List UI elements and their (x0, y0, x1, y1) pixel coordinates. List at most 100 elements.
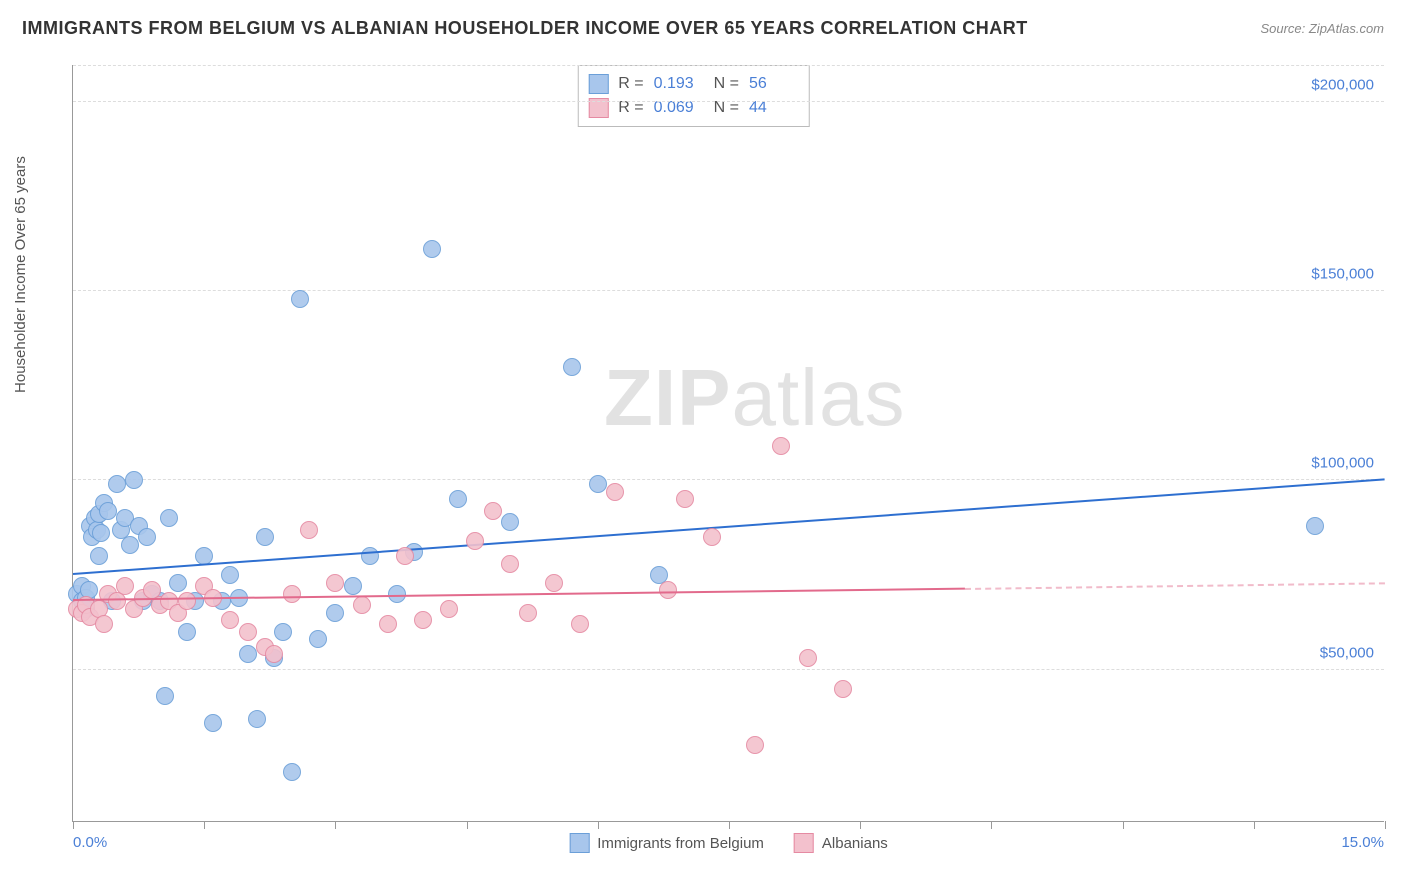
stat-r-label: R = (618, 75, 643, 93)
series-swatch (588, 74, 608, 94)
series-swatch (794, 833, 814, 853)
data-point (501, 513, 519, 531)
data-point (589, 475, 607, 493)
data-point (138, 528, 156, 546)
legend-label: Immigrants from Belgium (597, 835, 764, 852)
data-point (169, 574, 187, 592)
data-point (746, 736, 764, 754)
data-point (563, 358, 581, 376)
data-point (423, 240, 441, 258)
data-point (90, 547, 108, 565)
legend-label: Albanians (822, 835, 888, 852)
data-point (501, 555, 519, 573)
data-point (160, 509, 178, 527)
x-tick (467, 821, 468, 829)
data-point (440, 600, 458, 618)
data-point (291, 290, 309, 308)
x-tick (204, 821, 205, 829)
trend-line (73, 478, 1385, 575)
data-point (519, 604, 537, 622)
data-point (466, 532, 484, 550)
data-point (484, 502, 502, 520)
data-point (379, 615, 397, 633)
data-point (414, 611, 432, 629)
data-point (204, 714, 222, 732)
stats-row: R = 0.193 N = 56 (588, 72, 799, 96)
data-point (121, 536, 139, 554)
data-point (326, 574, 344, 592)
y-axis-label: Householder Income Over 65 years (12, 156, 29, 393)
data-point (1306, 517, 1324, 535)
x-tick (1123, 821, 1124, 829)
x-axis-start-label: 0.0% (73, 834, 107, 851)
data-point (326, 604, 344, 622)
data-point (178, 592, 196, 610)
stats-legend-box: R = 0.193 N = 56 R =0.069N =44 (577, 65, 810, 127)
x-tick (860, 821, 861, 829)
data-point (116, 577, 134, 595)
x-tick (73, 821, 74, 829)
data-point (396, 547, 414, 565)
x-tick (991, 821, 992, 829)
watermark: ZIPatlas (604, 352, 905, 444)
data-point (309, 630, 327, 648)
data-point (834, 680, 852, 698)
data-point (99, 502, 117, 520)
legend-item: Albanians (794, 833, 888, 853)
data-point (545, 574, 563, 592)
x-axis-end-label: 15.0% (1341, 834, 1384, 851)
data-point (265, 645, 283, 663)
data-point (92, 524, 110, 542)
data-point (178, 623, 196, 641)
chart-area: Householder Income Over 65 years ZIPatla… (22, 55, 1384, 872)
data-point (283, 763, 301, 781)
data-point (239, 623, 257, 641)
y-tick-label: $200,000 (1311, 76, 1374, 93)
data-point (344, 577, 362, 595)
data-point (221, 611, 239, 629)
data-point (772, 437, 790, 455)
x-tick (1385, 821, 1386, 829)
chart-title: IMMIGRANTS FROM BELGIUM VS ALBANIAN HOUS… (22, 18, 1028, 39)
data-point (659, 581, 677, 599)
data-point (283, 585, 301, 603)
data-point (239, 645, 257, 663)
data-point (300, 521, 318, 539)
legend-item: Immigrants from Belgium (569, 833, 764, 853)
series-swatch (569, 833, 589, 853)
x-tick (1254, 821, 1255, 829)
gridline (73, 290, 1384, 291)
y-tick-label: $50,000 (1320, 644, 1374, 661)
data-point (108, 475, 126, 493)
source-label: Source: ZipAtlas.com (1260, 21, 1384, 36)
data-point (256, 528, 274, 546)
x-tick (598, 821, 599, 829)
data-point (676, 490, 694, 508)
trend-line-dashed (965, 582, 1385, 590)
data-point (449, 490, 467, 508)
x-tick (335, 821, 336, 829)
data-point (703, 528, 721, 546)
data-point (361, 547, 379, 565)
stat-r-value: 0.193 (654, 75, 704, 93)
data-point (606, 483, 624, 501)
y-tick-label: $100,000 (1311, 455, 1374, 472)
data-point (571, 615, 589, 633)
data-point (248, 710, 266, 728)
scatter-plot: ZIPatlas R =0.193N =56R =0.069N =44 Immi… (72, 65, 1384, 822)
gridline (73, 669, 1384, 670)
data-point (353, 596, 371, 614)
gridline (73, 479, 1384, 480)
data-point (95, 615, 113, 633)
data-point (274, 623, 292, 641)
stat-n-value: 56 (749, 75, 799, 93)
data-point (125, 471, 143, 489)
gridline (73, 65, 1384, 66)
stat-n-label: N = (714, 75, 739, 93)
gridline (73, 101, 1384, 102)
series-legend: Immigrants from Belgium Albanians (569, 833, 888, 853)
stats-row: R =0.069N =44 (588, 96, 799, 120)
y-tick-label: $150,000 (1311, 266, 1374, 283)
data-point (799, 649, 817, 667)
x-tick (729, 821, 730, 829)
